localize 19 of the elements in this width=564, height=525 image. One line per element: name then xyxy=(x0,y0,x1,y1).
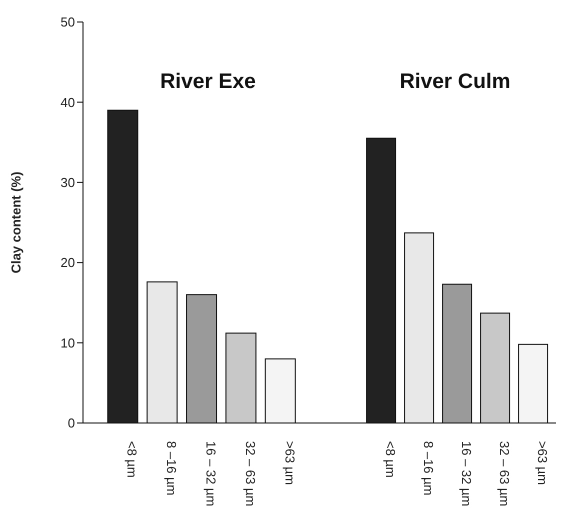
x-tick-label: <8 µm xyxy=(383,441,398,478)
x-tick-label: <8 µm xyxy=(124,441,140,478)
x-tick-label: 8 –16 µm xyxy=(164,441,180,496)
y-tick-label: 40 xyxy=(60,94,75,110)
y-tick-label: 10 xyxy=(60,335,75,350)
x-tick-label: >63 µm xyxy=(282,441,298,485)
x-tick-label: >63 µm xyxy=(535,441,550,485)
x-tick-label: 32 – 63 µm xyxy=(497,441,512,506)
x-tick-label: 16 – 32 µm xyxy=(459,441,474,506)
y-tick-label: 0 xyxy=(68,416,75,431)
text: River Exe xyxy=(159,70,257,94)
x-tick-label: 32 – 63 µm xyxy=(242,441,258,506)
x-tick-label: 16 – 32 µm xyxy=(204,441,218,506)
y-axis-title: Clay content (%) xyxy=(8,172,24,274)
y-tick-label: 20 xyxy=(60,255,75,270)
text: River Culm xyxy=(398,70,512,94)
y-tick-label: 50 xyxy=(60,14,75,30)
y-tick-label: 30 xyxy=(60,175,75,190)
x-tick-label: 8 –16 µm xyxy=(421,441,436,496)
